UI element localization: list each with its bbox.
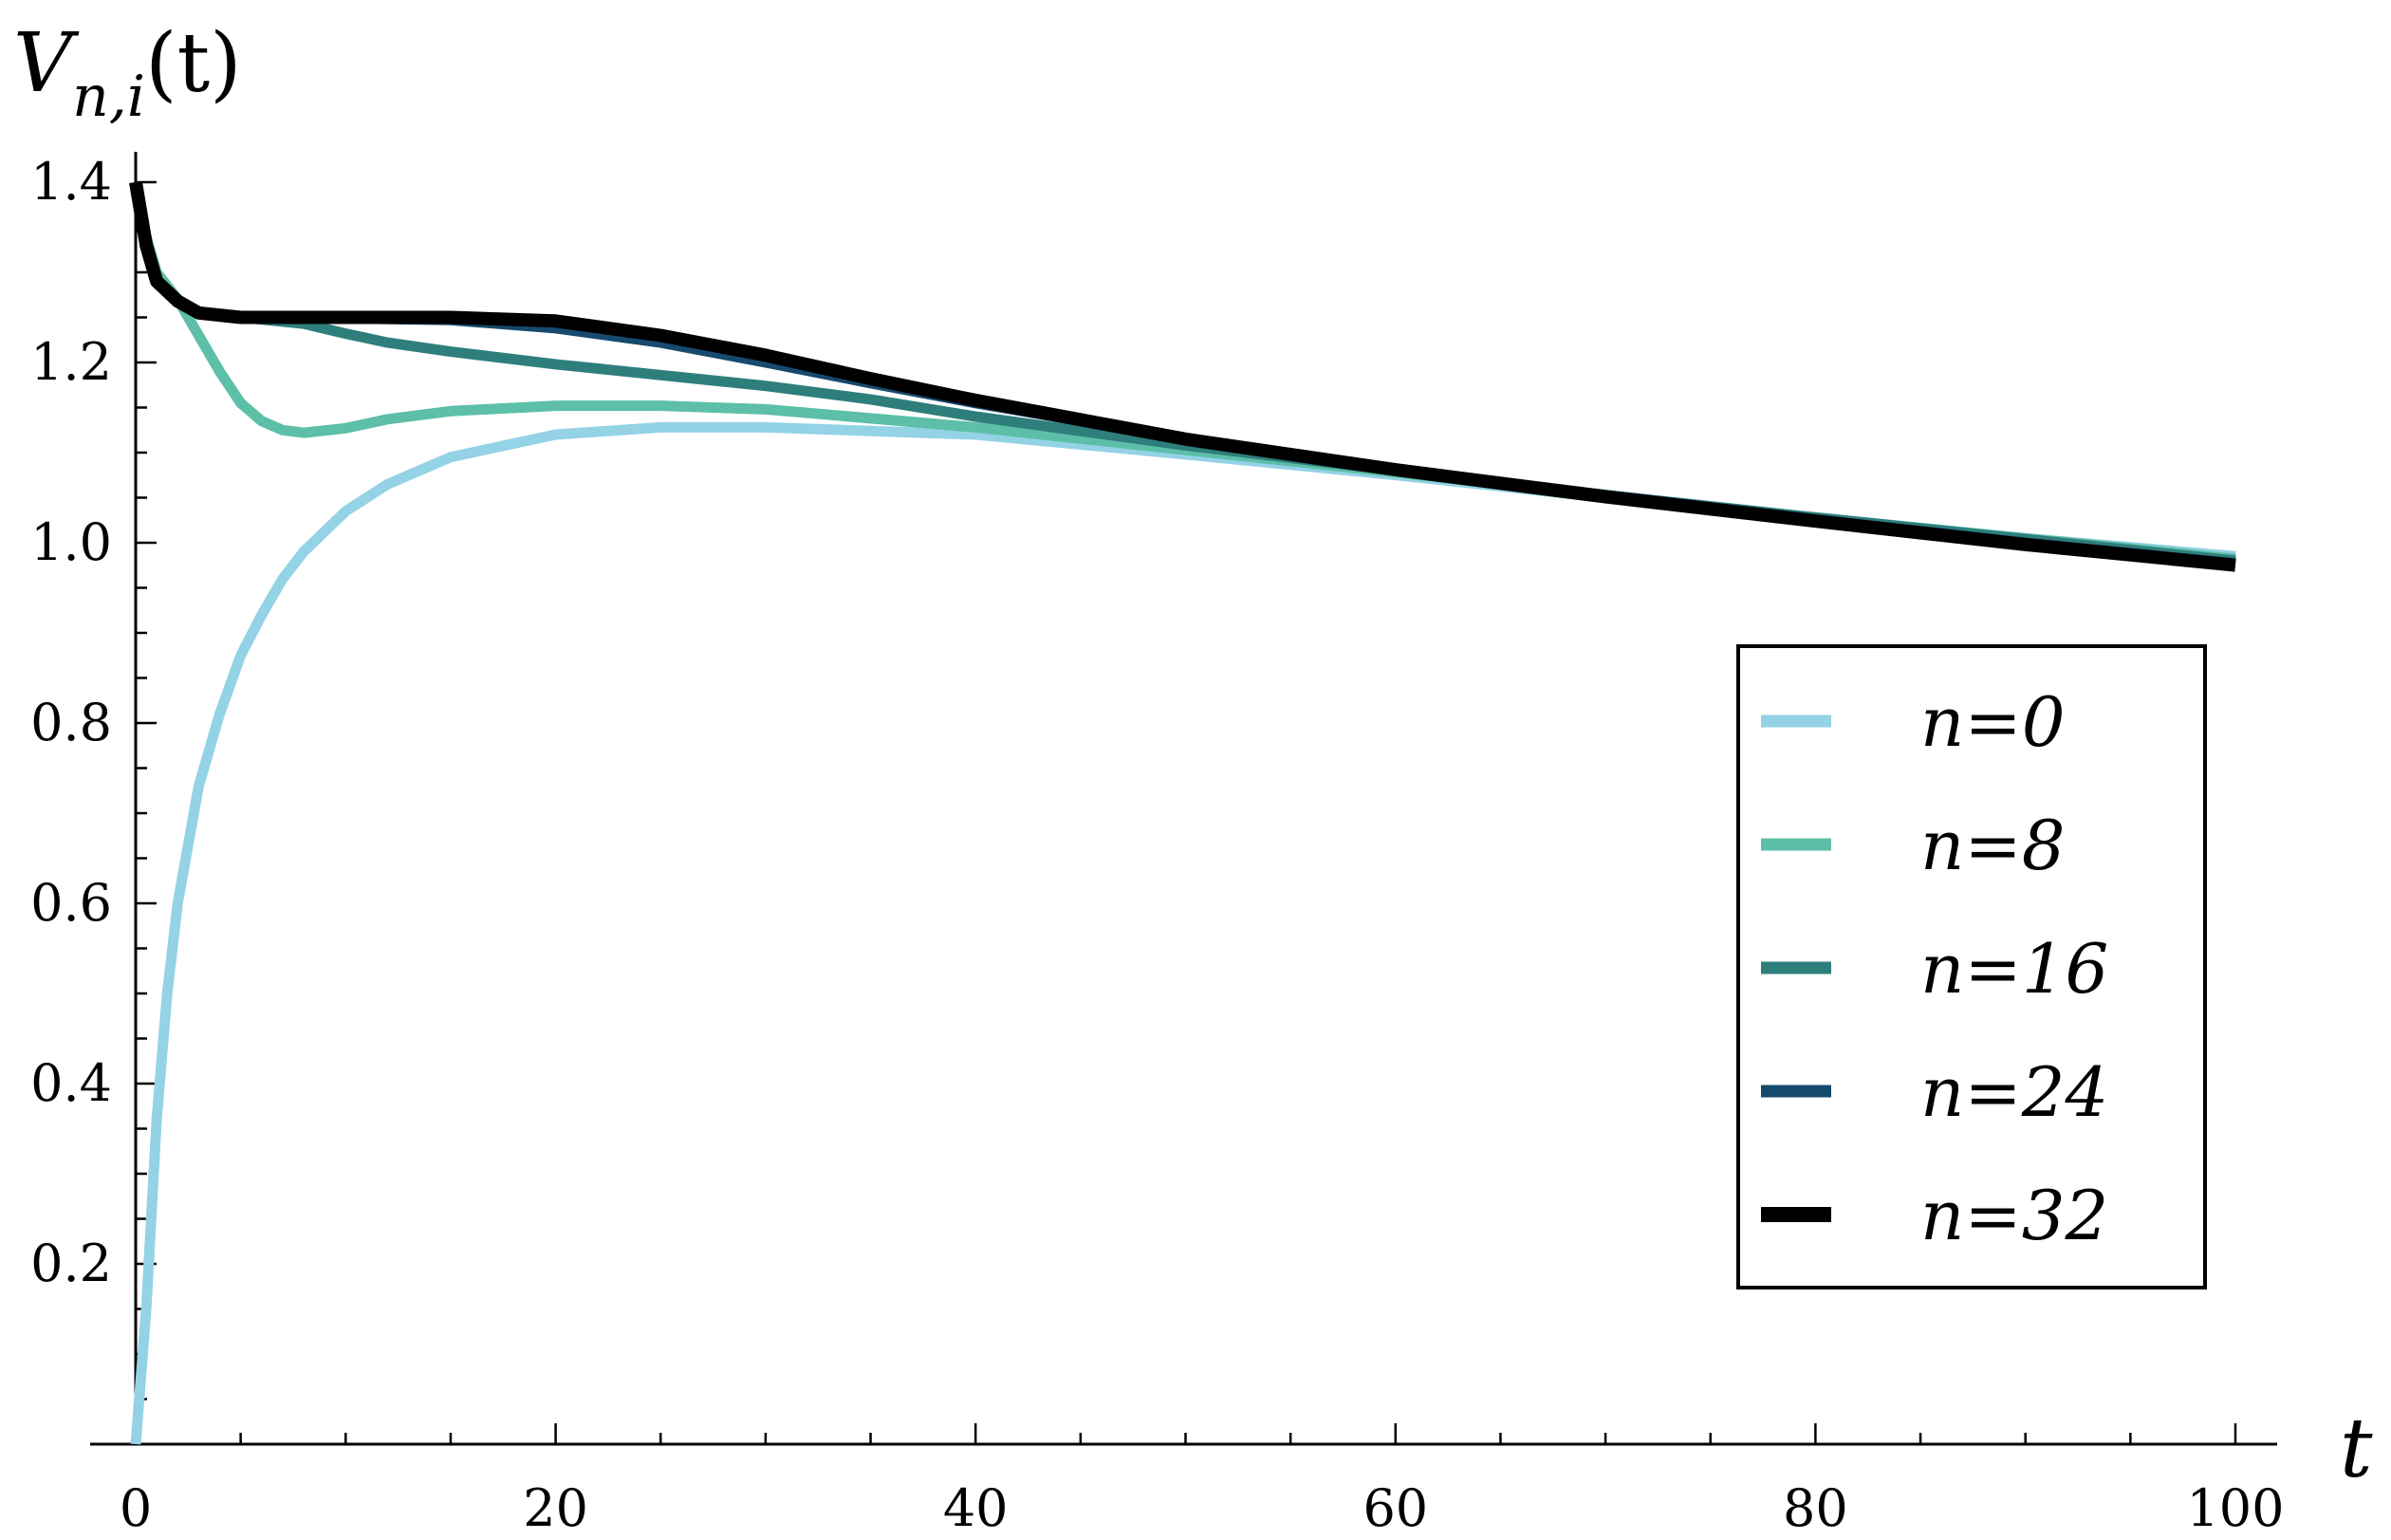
x-tick-label: 40 <box>943 1478 1009 1538</box>
legend: n=0 n=8 n=16 n=24 n=32 <box>1736 644 2207 1290</box>
series-group <box>129 180 2236 1445</box>
series-line-n-32 <box>129 180 2236 572</box>
x-tick-label: 80 <box>1783 1478 1848 1538</box>
ticks: 0 20 40 60 80 100 0.2 0.4 0.6 0.8 1.0 1.2 1.4 <box>30 152 2284 1538</box>
x-tick-label: 20 <box>523 1478 588 1538</box>
x-tick-label: 60 <box>1362 1478 1428 1538</box>
legend-label: n=32 <box>1920 1176 2108 1255</box>
axes <box>90 152 2277 1446</box>
y-tick-label: 1.4 <box>30 152 112 212</box>
series-line-n-24 <box>130 181 2236 569</box>
series-line-n-16 <box>130 181 2236 566</box>
legend-label: n=0 <box>1920 682 2066 762</box>
y-axis-label: Vn,i(t) <box>13 16 242 130</box>
y-tick-label: 1.0 <box>30 512 112 572</box>
x-axis-label: t <box>2340 1401 2373 1496</box>
y-tick-label: 1.2 <box>30 332 112 392</box>
series-line-n-8 <box>130 180 2236 565</box>
legend-label: n=24 <box>1920 1052 2108 1132</box>
legend-label: n=16 <box>1920 929 2108 1009</box>
y-tick-label: 0.4 <box>30 1053 112 1113</box>
legend-label: n=8 <box>1920 806 2066 885</box>
x-tick-label: 0 <box>120 1478 152 1538</box>
x-tick-label: 100 <box>2186 1478 2284 1538</box>
y-tick-label: 0.8 <box>30 693 112 752</box>
y-tick-label: 0.2 <box>30 1234 112 1293</box>
y-tick-label: 0.6 <box>30 873 112 933</box>
